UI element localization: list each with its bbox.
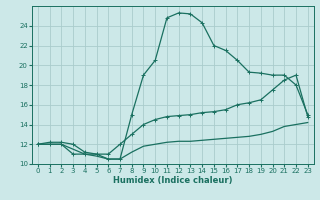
X-axis label: Humidex (Indice chaleur): Humidex (Indice chaleur): [113, 176, 233, 185]
